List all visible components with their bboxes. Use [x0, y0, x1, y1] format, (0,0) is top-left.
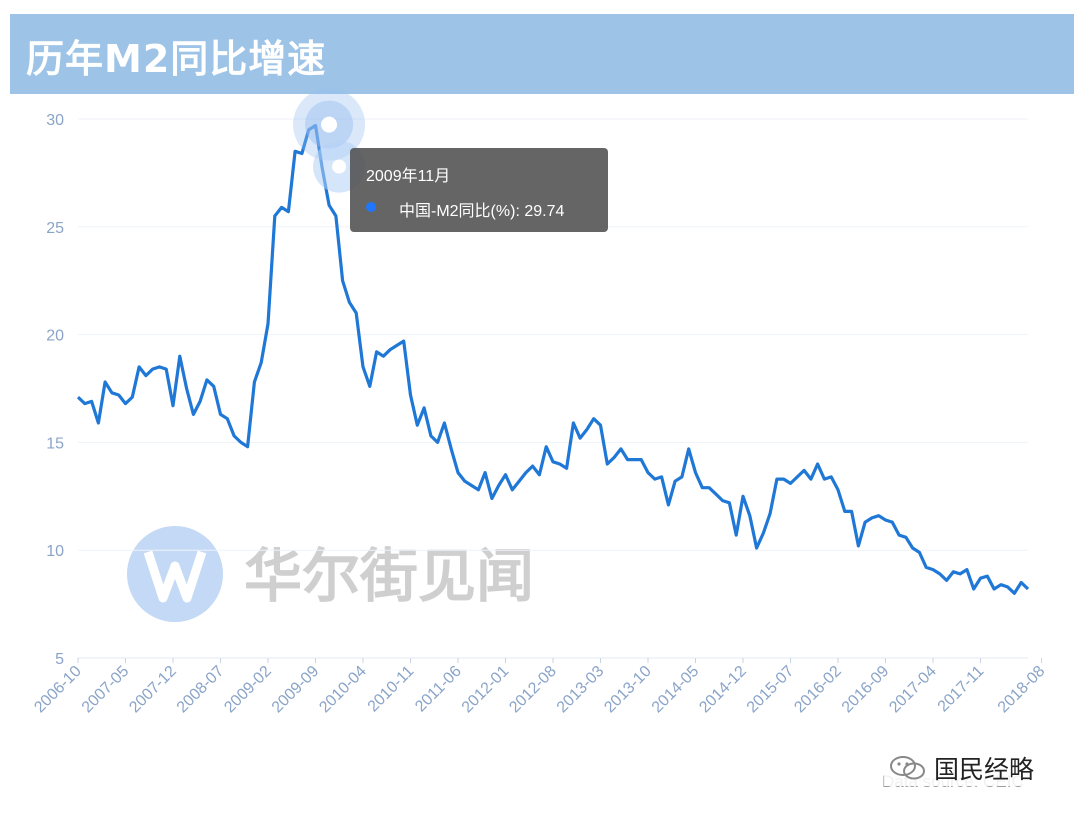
- series-line: [76, 123, 1030, 595]
- x-tick-label: 2011-06: [412, 663, 465, 716]
- highlight-point: [321, 116, 338, 133]
- y-tick-label: 10: [46, 543, 64, 560]
- x-tick-label: 2013-03: [554, 663, 608, 717]
- x-tick-label: 2017-04: [886, 663, 940, 717]
- x-tick-label: 2016-09: [839, 663, 893, 717]
- page-title: 历年M2同比增速: [26, 37, 327, 81]
- watermark-text: 华尔街见闻: [244, 542, 534, 610]
- x-tick-label: 2007-05: [79, 663, 133, 717]
- x-tick-label: 2018-08: [995, 663, 1049, 717]
- x-tick-label: 2016-02: [791, 663, 845, 717]
- x-tick-label: 2009-02: [221, 663, 275, 717]
- y-tick-label: 30: [46, 112, 64, 129]
- x-tick-label: 2007-12: [126, 663, 180, 717]
- x-tick-label: 2010-04: [316, 663, 370, 717]
- chart-tooltip: 2009年11月 中国-M2同比(%): 29.74: [350, 148, 608, 232]
- x-tick-label: 2009-09: [269, 663, 323, 717]
- brand-badge: 国民经略: [884, 750, 1039, 786]
- x-tick-label: 2017-11: [935, 663, 988, 716]
- tooltip-date: 2009年11月: [366, 168, 451, 185]
- tooltip-series-value: 中国-M2同比(%): 29.74: [399, 203, 565, 220]
- x-tick-label: 2014-12: [696, 663, 750, 717]
- wechat-icon: [890, 756, 925, 780]
- x-tick-label: 2012-08: [506, 663, 560, 717]
- y-tick-label: 25: [46, 220, 64, 237]
- x-tick-label: 2010-11: [365, 663, 418, 716]
- x-tick-label: 2014-05: [649, 663, 703, 717]
- y-tick-label: 15: [46, 435, 64, 452]
- series-marker-icon: [366, 202, 376, 212]
- x-tick-label: 2008-07: [174, 663, 228, 717]
- brand-name: 国民经略: [934, 755, 1035, 784]
- x-tick-label: 2012-01: [459, 663, 513, 717]
- title-bar: 历年M2同比增速: [10, 14, 1074, 94]
- x-tick-label: 2013-10: [601, 663, 655, 717]
- x-tick-label: 2015-07: [744, 663, 798, 717]
- y-tick-label: 5: [55, 651, 64, 668]
- y-tick-label: 20: [46, 328, 64, 345]
- watermark-w-icon: [143, 550, 207, 603]
- x-tick-label: 2006-10: [31, 663, 85, 717]
- highlight-point-2: [332, 159, 347, 174]
